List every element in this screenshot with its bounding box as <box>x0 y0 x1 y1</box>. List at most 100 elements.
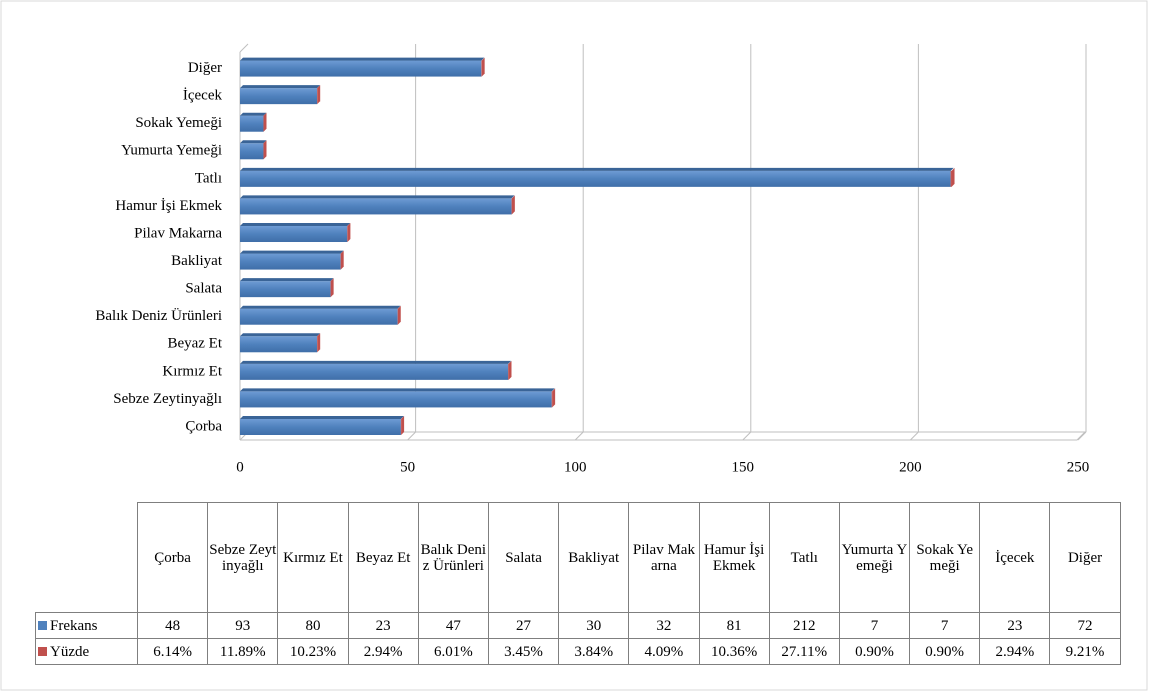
bar <box>240 336 318 353</box>
bar <box>240 226 348 242</box>
table-cell: 47 <box>417 612 489 639</box>
bar-end <box>508 360 512 380</box>
column-header: Tatlı <box>768 502 840 613</box>
y-tick-label: İçecek <box>183 88 223 104</box>
table-cell: 23 <box>347 612 419 639</box>
table-cell: 10.36% <box>698 638 770 665</box>
column-header: Beyaz Et <box>347 502 419 613</box>
table-cell: 0.90% <box>909 638 981 665</box>
data-row: Yüzde 6.14% 11.89% 10.23% 2.94% 6.01% 3.45% 3.8… <box>35 638 1121 665</box>
y-tick-label: Kırmız Et <box>162 363 222 379</box>
grid-floor <box>742 431 752 441</box>
bar <box>240 170 951 187</box>
bar-end <box>401 416 405 435</box>
column-header: Sebze Zeytinyağlı <box>207 502 279 613</box>
legend-swatch <box>38 646 47 656</box>
table-cell: 2.94% <box>979 638 1051 665</box>
row-label: Yüzde <box>35 638 138 665</box>
x-tick-label: 150 <box>732 459 755 475</box>
column-header: Hamur İşi Ekmek <box>698 502 770 613</box>
bar <box>240 391 552 408</box>
bar <box>240 198 512 215</box>
y-tick-label: Pilav Makarna <box>134 225 222 241</box>
bar-end <box>552 388 556 408</box>
bar-top <box>240 195 515 199</box>
table-cell: 27.11% <box>768 638 840 665</box>
bar-top <box>240 360 512 364</box>
table-cell: 11.89% <box>207 638 279 665</box>
y-tick-label: Tatlı <box>195 170 222 186</box>
column-header: Bakliyat <box>558 502 630 613</box>
data-table: Çorba Sebze Zeytinyağlı Kırmız Et Beyaz Et B… <box>35 502 1121 665</box>
y-tick-label: Balık Deniz Ürünleri <box>95 307 222 324</box>
bar-end <box>263 140 267 160</box>
bar-end <box>397 305 401 325</box>
x-tick-label: 100 <box>564 459 587 475</box>
grid-floor <box>574 431 584 441</box>
table-cell: 93 <box>207 612 279 639</box>
table-cell: 3.45% <box>487 638 560 665</box>
y-tick-label: Beyaz Et <box>167 336 222 352</box>
table-cell: 0.90% <box>838 638 911 665</box>
bar <box>240 363 509 380</box>
bar-top <box>240 140 267 144</box>
y-tick-label: Çorba <box>185 418 222 434</box>
grid-floor <box>910 431 919 441</box>
x-tick-label: 0 <box>236 459 244 475</box>
bar <box>240 115 264 132</box>
table-cell: 23 <box>979 612 1051 639</box>
table-cell: 4.09% <box>628 638 700 665</box>
bar <box>240 419 401 435</box>
bar <box>240 308 398 325</box>
grid-floor <box>1077 431 1087 441</box>
table-cell: 9.21% <box>1049 638 1121 665</box>
y-tick-label: Sokak Yemeği <box>135 115 222 131</box>
bar-end <box>951 167 955 187</box>
bar-top <box>240 112 267 116</box>
table-cell: 32 <box>628 612 700 639</box>
bar-top <box>240 57 485 61</box>
corner <box>35 502 138 613</box>
column-header: Salata <box>487 502 560 613</box>
column-header: Balık Deniz Ürünleri <box>417 502 489 613</box>
bar <box>240 253 341 270</box>
y-tick-label: Yumurta Yemeği <box>121 143 222 159</box>
table-cell: 7 <box>838 612 911 639</box>
bar <box>240 88 318 105</box>
table-cell: 72 <box>1049 612 1121 639</box>
bar <box>240 143 264 160</box>
table-cell: 81 <box>698 612 770 639</box>
bar-top <box>240 388 555 392</box>
bar-end <box>263 112 267 132</box>
row-label: Frekans <box>35 612 138 639</box>
y-tick-label: Hamur İşi Ekmek <box>115 198 222 214</box>
bar-end <box>481 57 485 77</box>
table-cell: 2.94% <box>347 638 419 665</box>
table-cell: 7 <box>909 612 981 639</box>
bar-top <box>240 416 404 419</box>
table-cell: 48 <box>136 612 209 639</box>
column-header: Pilav Makarna <box>628 502 700 613</box>
y-tick-label: Sebze Zeytinyağlı <box>113 391 222 407</box>
table-cell: 30 <box>558 612 630 639</box>
y-axis-top <box>239 43 249 53</box>
grid-floor <box>407 431 416 441</box>
table-cell: 6.01% <box>417 638 489 665</box>
bar <box>240 281 331 298</box>
x-tick-label: 250 <box>1067 459 1090 475</box>
header-row: Çorba Sebze Zeytinyağlı Kırmız Et Beyaz Et B… <box>35 502 1121 613</box>
bar-top <box>240 250 344 254</box>
bar-end <box>511 195 515 215</box>
legend-label: Yüzde <box>50 643 90 660</box>
table-cell: 212 <box>768 612 840 639</box>
bar-top <box>240 278 334 282</box>
table-cell: 80 <box>277 612 349 639</box>
bar-top <box>240 333 321 337</box>
x-tick-label: 50 <box>400 459 415 475</box>
bar-end <box>340 250 344 270</box>
legend-swatch <box>38 620 47 630</box>
table-cell: 10.23% <box>277 638 349 665</box>
y-tick-label: Salata <box>185 281 222 297</box>
bar-end <box>347 223 351 242</box>
